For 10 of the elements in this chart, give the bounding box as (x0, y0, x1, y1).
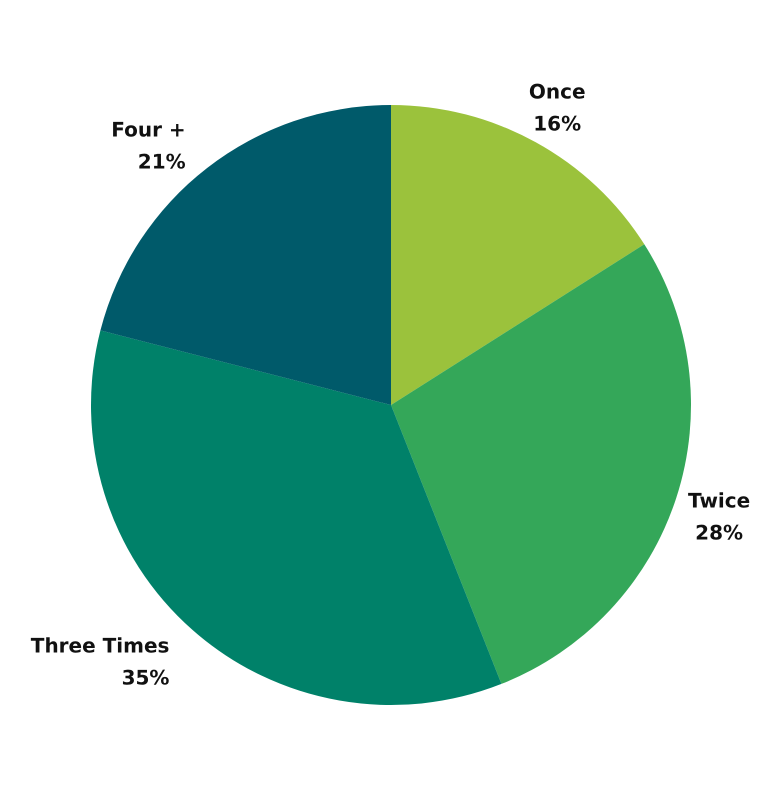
slice-label: Twice (688, 488, 750, 513)
pie-slice (391, 105, 644, 405)
slice-label: Three Times (30, 633, 170, 658)
data-label: 16% (533, 112, 582, 136)
slice-label: Four + (111, 117, 186, 142)
data-label: 21% (138, 149, 186, 174)
slice-label: Once (528, 80, 586, 104)
pie-slice (100, 105, 391, 405)
data-label: 28% (695, 520, 744, 545)
data-label: 35% (122, 665, 170, 690)
